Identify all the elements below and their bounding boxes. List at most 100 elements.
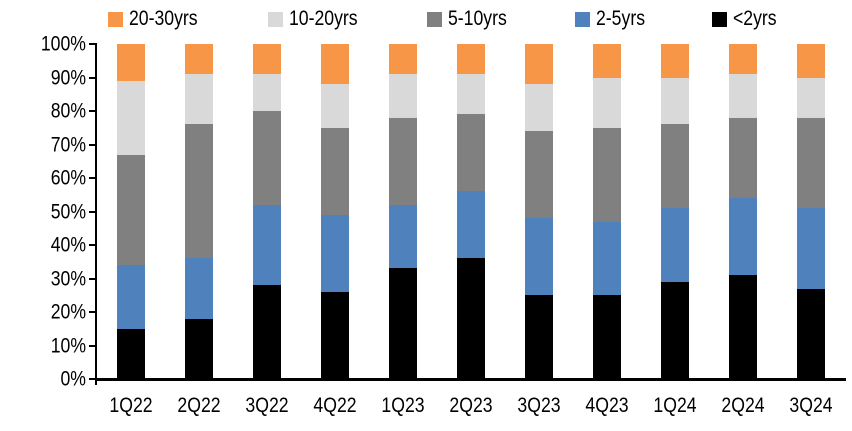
segment-5-10yrs-3Q23 <box>525 131 553 219</box>
legend-item-5-10yrs[interactable]: 5-10yrs <box>427 6 518 32</box>
legend-swatch-icon <box>427 11 443 27</box>
y-axis-tick-mark <box>89 143 97 146</box>
legend-label: 10-20yrs <box>288 7 358 30</box>
segment-20-30yrs-3Q22 <box>253 44 281 75</box>
segment-5-10yrs-4Q23 <box>593 127 621 222</box>
plot-area <box>97 44 845 379</box>
segment-2-5yrs-1Q23 <box>389 204 417 269</box>
segment-10-20yrs-2Q22 <box>185 74 213 125</box>
y-axis-ticks <box>89 43 97 380</box>
segment-2-5yrs-3Q24 <box>797 208 825 289</box>
x-axis-line <box>95 378 846 381</box>
x-axis-tick-label-3Q23: 3Q23 <box>517 394 561 417</box>
segment-10-20yrs-4Q22 <box>321 84 349 128</box>
legend-item-20-30yrs[interactable]: 20-30yrs <box>108 6 211 32</box>
segment-20-30yrs-3Q24 <box>797 44 825 78</box>
x-axis-tick-label-2Q22: 2Q22 <box>177 394 221 417</box>
legend-item-2-5yrs[interactable]: 2-5yrs <box>575 6 654 32</box>
segment-10-20yrs-1Q24 <box>661 77 689 125</box>
bar-2Q22 <box>185 44 213 379</box>
legend-swatch-icon <box>267 11 283 27</box>
y-axis-tick-mark <box>89 210 97 213</box>
segment-2-5yrs-2Q22 <box>185 258 213 319</box>
bar-1Q23 <box>389 44 417 379</box>
segment-2-5yrs-3Q23 <box>525 218 553 296</box>
y-axis-tick-mark <box>89 378 97 380</box>
segment-2-5yrs-2Q23 <box>457 191 485 259</box>
segment-2-5yrs-4Q23 <box>593 221 621 296</box>
bar-3Q23 <box>525 44 553 379</box>
segment-10-20yrs-2Q23 <box>457 74 485 115</box>
y-axis-tick-label: 20% <box>50 300 86 324</box>
segment--2yrs-4Q23 <box>593 295 621 379</box>
y-axis-tick-mark <box>89 76 97 79</box>
segment-10-20yrs-4Q23 <box>593 77 621 128</box>
legend-label: 5-10yrs <box>448 7 508 30</box>
bar-3Q22 <box>253 44 281 379</box>
segment-10-20yrs-1Q23 <box>389 74 417 118</box>
segment--2yrs-2Q22 <box>185 318 213 379</box>
x-axis-tick-label-1Q23: 1Q23 <box>381 394 425 417</box>
bar-4Q23 <box>593 44 621 379</box>
segment--2yrs-1Q23 <box>389 268 417 379</box>
bar-3Q24 <box>797 44 825 379</box>
x-axis-tick-label-4Q22: 4Q22 <box>313 394 357 417</box>
segment-20-30yrs-2Q22 <box>185 44 213 75</box>
legend-label: 2-5yrs <box>596 7 646 30</box>
y-axis-tick-label: 90% <box>50 66 86 89</box>
segment--2yrs-2Q23 <box>457 258 485 379</box>
segment-20-30yrs-4Q23 <box>593 44 621 78</box>
legend-item-10-20yrs[interactable]: 10-20yrs <box>267 6 371 32</box>
x-axis-tick-label-1Q24: 1Q24 <box>653 394 697 417</box>
legend-label: 20-30yrs <box>129 7 198 30</box>
y-axis-tick-mark <box>89 110 97 112</box>
segment-2-5yrs-2Q24 <box>729 198 757 276</box>
segment-5-10yrs-2Q24 <box>729 117 757 199</box>
y-axis-tick-label: 100% <box>40 32 86 56</box>
segment-5-10yrs-4Q22 <box>321 127 349 215</box>
segment-20-30yrs-1Q24 <box>661 44 689 78</box>
x-axis-tick-label-1Q22: 1Q22 <box>109 394 153 417</box>
segment-20-30yrs-2Q23 <box>457 44 485 75</box>
bar-4Q22 <box>321 44 349 379</box>
segment-10-20yrs-3Q24 <box>797 77 825 118</box>
segment--2yrs-3Q24 <box>797 288 825 379</box>
bar-1Q24 <box>661 44 689 379</box>
y-axis-tick-mark <box>89 244 97 246</box>
segment-10-20yrs-3Q23 <box>525 84 553 132</box>
segment--2yrs-3Q22 <box>253 285 281 379</box>
x-axis-tick-label-2Q24: 2Q24 <box>721 394 765 417</box>
legend-swatch-icon <box>108 11 123 27</box>
y-axis-tick-mark <box>89 177 97 179</box>
segment-10-20yrs-1Q22 <box>117 80 145 155</box>
legend-label: <2yrs <box>732 7 777 30</box>
segment--2yrs-1Q24 <box>661 281 689 379</box>
segment--2yrs-4Q22 <box>321 291 349 379</box>
y-axis-tick-mark <box>89 277 97 280</box>
y-axis-tick-label: 0% <box>60 367 86 391</box>
segment--2yrs-1Q22 <box>117 328 145 379</box>
bar-2Q24 <box>729 44 757 379</box>
segment-20-30yrs-2Q24 <box>729 44 757 75</box>
legend-item--2yrs[interactable]: <2yrs <box>711 6 785 32</box>
y-axis-tick-label: 70% <box>50 133 86 156</box>
x-axis-tick-label-4Q23: 4Q23 <box>585 394 629 417</box>
y-axis-tick-label: 50% <box>50 200 86 223</box>
segment-5-10yrs-3Q22 <box>253 111 281 205</box>
segment-5-10yrs-1Q23 <box>389 117 417 205</box>
y-axis-tick-mark <box>89 344 97 347</box>
segment-20-30yrs-3Q23 <box>525 44 553 85</box>
bar-1Q22 <box>117 44 145 379</box>
legend-swatch-icon <box>575 11 591 27</box>
chart-legend: 20-30yrs 10-20yrs 5-10yrs 2-5yrs <2yrs <box>108 6 785 32</box>
segment-20-30yrs-4Q22 <box>321 44 349 85</box>
segment-5-10yrs-1Q22 <box>117 154 145 266</box>
x-axis-tick-label-3Q24: 3Q24 <box>789 394 833 417</box>
x-axis-tick-label-3Q22: 3Q22 <box>245 394 289 417</box>
segment--2yrs-3Q23 <box>525 295 553 379</box>
y-axis-tick-label: 10% <box>50 334 86 357</box>
y-axis-line <box>95 44 97 385</box>
segment-5-10yrs-2Q22 <box>185 124 213 259</box>
segment-2-5yrs-1Q24 <box>661 208 689 282</box>
